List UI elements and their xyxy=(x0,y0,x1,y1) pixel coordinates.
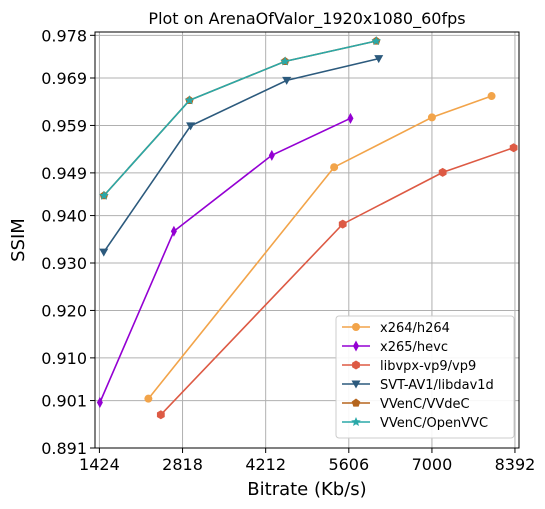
series-svt-av1-libdav1d xyxy=(99,55,384,257)
x-tick-label: 7000 xyxy=(412,455,453,474)
data-point xyxy=(268,149,275,161)
data-point xyxy=(170,225,177,237)
y-tick-label: 0.959 xyxy=(41,116,87,135)
series-libvpx-vp9-vp9 xyxy=(156,143,518,420)
y-tick-label: 0.901 xyxy=(41,392,87,411)
data-point xyxy=(509,143,518,153)
data-point xyxy=(99,190,109,200)
chart-title: Plot on ArenaOfValor_1920x1080_60fps xyxy=(148,9,465,29)
legend: x264/h264 x265/hevc libvpx-vp9/vp9 SVT-AV1/… xyxy=(335,315,515,439)
y-tick-label: 0.949 xyxy=(41,164,87,183)
data-point xyxy=(371,36,381,46)
data-point xyxy=(184,95,195,105)
y-tick-label: 0.930 xyxy=(41,254,87,273)
ticks: 1424 2818 4212 5606 7000 8392 0.891 0.901 0.910 0… xyxy=(41,26,535,474)
data-point xyxy=(282,76,292,85)
legend-label: x265/hevc xyxy=(380,340,448,355)
x-tick-label: 2818 xyxy=(162,455,203,474)
series-line xyxy=(99,117,351,403)
y-tick-label: 0.910 xyxy=(41,349,87,368)
y-tick-label: 0.940 xyxy=(41,207,87,226)
legend-label: VVenC/OpenVVC xyxy=(380,416,488,431)
legend-marker xyxy=(351,398,361,407)
data-point xyxy=(438,167,447,177)
data-point xyxy=(347,112,354,124)
plot-frame xyxy=(94,31,520,449)
legend-marker xyxy=(351,417,361,427)
y-tick-label: 0.920 xyxy=(41,301,87,320)
legend-label: libvpx-vp9/vp9 xyxy=(380,359,476,374)
series-line xyxy=(103,57,379,253)
data-point xyxy=(374,55,384,64)
series-line xyxy=(160,146,514,416)
series-vvenc-openvvc xyxy=(99,36,381,200)
legend-label: SVT-AV1/libdav1d xyxy=(380,378,494,393)
x-tick-label: 1424 xyxy=(79,455,120,474)
data-point xyxy=(427,113,436,122)
data-point xyxy=(338,219,347,229)
y-tick-label: 0.891 xyxy=(41,439,87,458)
data-point xyxy=(99,248,109,257)
data-point xyxy=(330,163,339,172)
legend-marker xyxy=(352,323,360,331)
x-tick-label: 5606 xyxy=(328,455,369,474)
x-tick-label: 8392 xyxy=(495,455,536,474)
legend-label: x264/h264 xyxy=(380,321,450,336)
grid xyxy=(95,32,519,449)
legend-label: VVenC/VVdeC xyxy=(380,397,470,412)
legend-marker xyxy=(351,380,361,389)
data-point xyxy=(156,410,165,420)
data-point xyxy=(144,394,153,403)
series-line xyxy=(103,40,377,197)
x-tick-label: 4212 xyxy=(245,455,286,474)
legend-marker xyxy=(352,360,360,370)
legend-marker xyxy=(353,340,359,352)
legend-box xyxy=(335,315,515,439)
y-tick-label: 0.969 xyxy=(41,69,87,88)
y-tick-label: 0.978 xyxy=(41,26,87,45)
series-line xyxy=(147,95,492,400)
y-axis-title: SSIM xyxy=(8,218,29,262)
data-point xyxy=(96,396,103,408)
data-point xyxy=(487,92,496,101)
series-x264-h264 xyxy=(144,92,496,403)
data-point xyxy=(186,122,196,131)
x-axis-title: Bitrate (Kb/s) xyxy=(247,479,366,500)
series-x265-hevc xyxy=(96,112,354,408)
data-point xyxy=(280,56,290,66)
series-layer xyxy=(96,36,518,420)
